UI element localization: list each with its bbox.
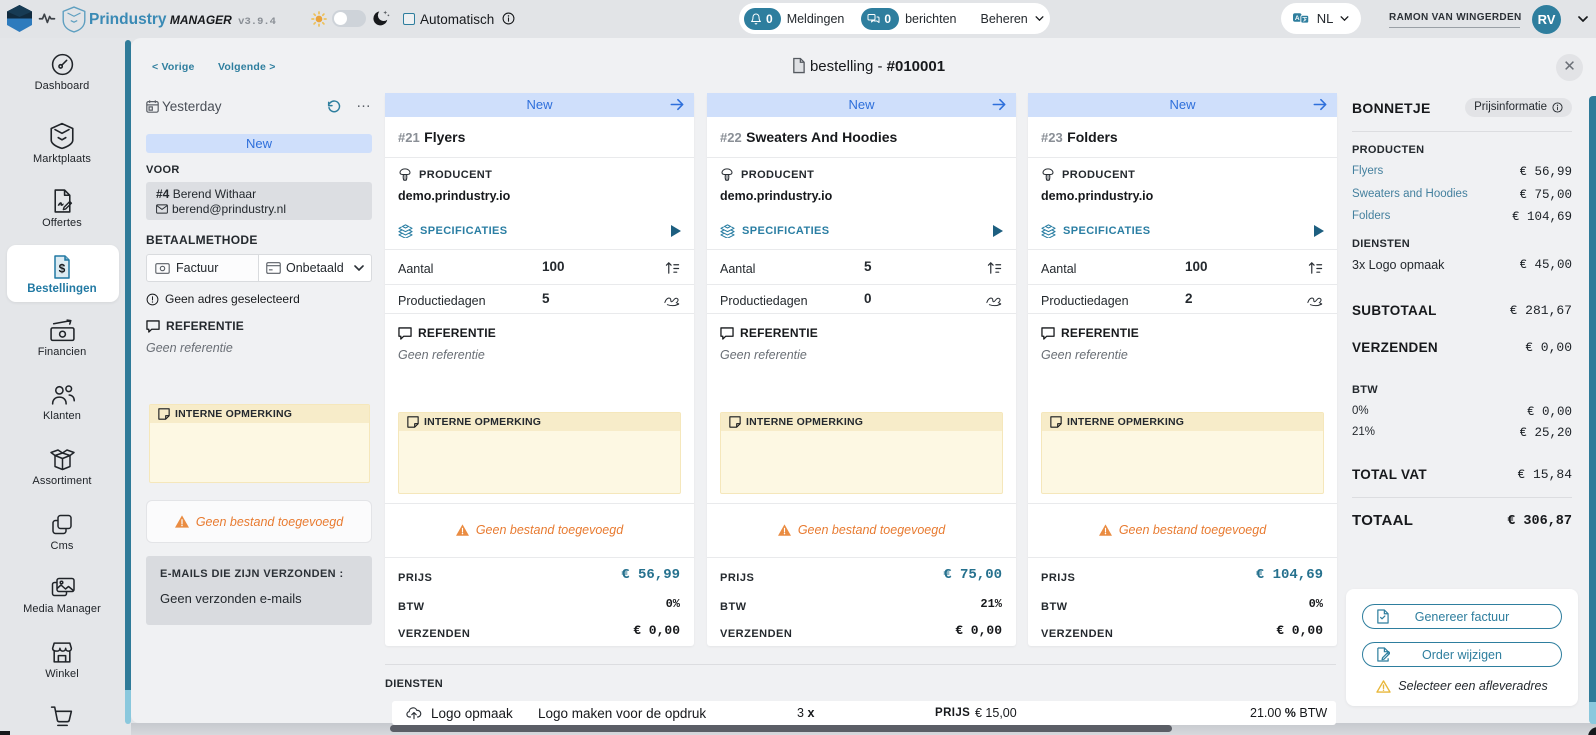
svg-text:$: $ (59, 262, 66, 276)
svg-text:A: A (1295, 15, 1300, 22)
